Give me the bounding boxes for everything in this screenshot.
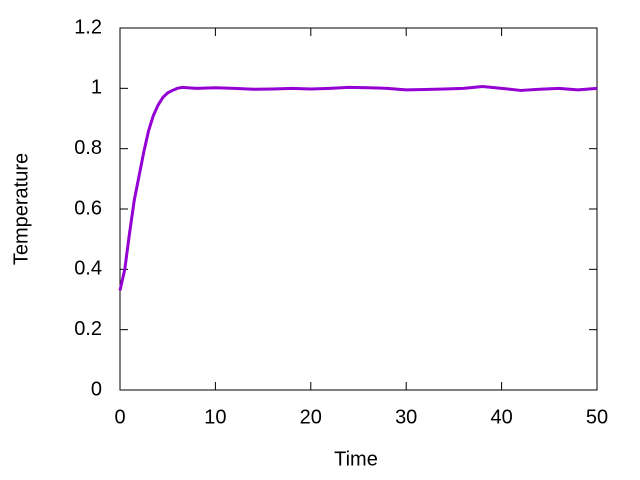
- y-axis-label: Temperature: [10, 153, 32, 265]
- y-tick-label: 1.2: [74, 16, 102, 38]
- y-tick-label: 0: [91, 378, 102, 400]
- x-axis-label: Time: [334, 448, 378, 470]
- y-tick-label: 0.4: [74, 258, 102, 280]
- x-tick-label: 10: [204, 406, 226, 428]
- x-tick-label: 20: [300, 406, 322, 428]
- x-tick-label: 0: [114, 406, 125, 428]
- x-tick-label: 40: [490, 406, 512, 428]
- y-tick-label: 0.2: [74, 318, 102, 340]
- y-tick-label: 0.6: [74, 197, 102, 219]
- x-tick-label: 30: [395, 406, 417, 428]
- plot-frame: [119, 27, 598, 391]
- y-tick-label: 0.8: [74, 137, 102, 159]
- x-tick-label: 50: [586, 406, 608, 428]
- y-tick-label: 1: [91, 77, 102, 99]
- data-line: [118, 85, 598, 291]
